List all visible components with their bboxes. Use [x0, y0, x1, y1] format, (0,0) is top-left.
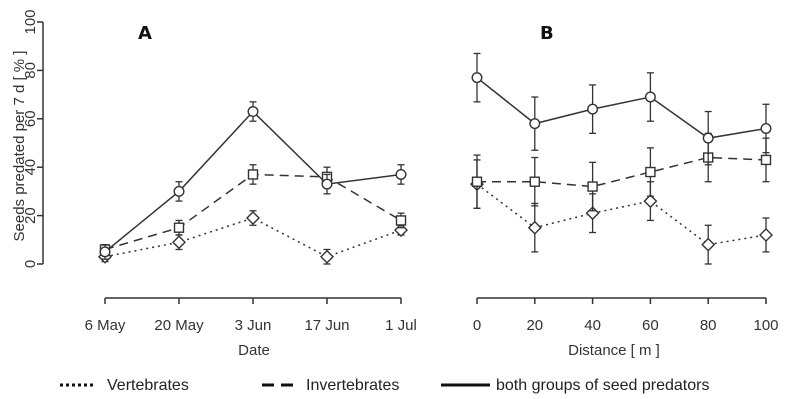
y-tick-label: 20	[22, 207, 39, 224]
legend-label-both-groups: both groups of seed predators	[496, 377, 709, 394]
a-point-invertebrates	[247, 169, 259, 180]
b-point-both-groups-of-seed-predators	[587, 103, 599, 115]
x-axis-title-b: Distance [ m ]	[568, 342, 660, 359]
legend-label-invertebrates: Invertebrates	[306, 377, 399, 394]
b-x-tick-label: 20	[526, 317, 543, 334]
y-tick-label: 100	[22, 9, 39, 34]
b-point-invertebrates	[587, 181, 598, 192]
b-x-tick-label: 80	[700, 317, 717, 334]
y-tick-label: 40	[22, 159, 39, 176]
legend: Vertebrates Invertebrates both groups of…	[60, 377, 709, 394]
a-x-tick-label: 1 Jul	[385, 317, 417, 334]
b-x-tick-label: 0	[473, 317, 481, 334]
b-point-invertebrates	[471, 176, 483, 187]
b-line-both-groups-of-seed-predators	[476, 77, 767, 139]
y-tick-label: 0	[22, 260, 39, 268]
b-line-invertebrates	[477, 156, 767, 188]
y-axis-title: Seeds predated per 7 d [ % ]	[11, 51, 28, 242]
b-point-vertebrates	[527, 220, 542, 235]
b-series-both-groups-of-seed-predators	[471, 52, 772, 166]
panel-a-plot: 0 20 40 60 80 100 6 May 20 May 3 Jun 17 Jun 1 Jul	[22, 9, 417, 334]
a-x-tick-label: 20 May	[154, 317, 204, 334]
b-point-invertebrates	[645, 166, 656, 178]
a-point-both-groups-of-seed-predators	[99, 246, 111, 258]
panel-b-label: B	[540, 23, 554, 44]
legend-label-vertebrates: Vertebrates	[107, 377, 189, 394]
b-point-both-groups-of-seed-predators	[529, 118, 541, 130]
x-axis-title-a: Date	[238, 342, 270, 359]
b-point-vertebrates	[701, 237, 716, 252]
a-x-tick-label: 6 May	[85, 317, 126, 334]
b-point-vertebrates	[643, 194, 658, 209]
b-x-tick-label: 60	[642, 317, 659, 334]
b-point-vertebrates	[759, 227, 773, 242]
b-x-tick-label: 100	[753, 317, 778, 334]
a-point-vertebrates	[172, 235, 186, 250]
b-series-vertebrates	[470, 159, 773, 265]
b-series-invertebrates	[471, 132, 772, 212]
a-x-tick-label: 3 Jun	[235, 317, 272, 334]
a-point-both-groups-of-seed-predators	[395, 168, 407, 180]
a-point-vertebrates	[320, 249, 334, 264]
a-point-both-groups-of-seed-predators	[247, 106, 259, 118]
b-line-vertebrates	[476, 183, 767, 246]
b-point-invertebrates	[529, 176, 540, 187]
panel-a-label: A	[138, 23, 152, 44]
a-series-invertebrates	[99, 164, 407, 255]
a-point-vertebrates	[246, 211, 260, 226]
b-point-both-groups-of-seed-predators	[702, 132, 714, 144]
b-x-tick-label: 40	[584, 317, 601, 334]
a-point-invertebrates	[395, 215, 407, 226]
a-series-both-groups-of-seed-predators	[99, 101, 407, 260]
b-point-both-groups-of-seed-predators	[760, 122, 772, 134]
b-point-both-groups-of-seed-predators	[471, 72, 483, 84]
a-point-invertebrates	[173, 222, 185, 233]
a-point-both-groups-of-seed-predators	[321, 178, 333, 190]
a-x-tick-label: 17 Jun	[304, 317, 349, 334]
a-point-both-groups-of-seed-predators	[173, 185, 185, 197]
y-tick-label: 60	[22, 110, 39, 127]
panel-b-plot: 0 20 40 60 80 100	[470, 52, 779, 334]
b-point-invertebrates	[760, 154, 772, 166]
b-point-both-groups-of-seed-predators	[644, 91, 656, 103]
y-tick-label: 80	[22, 62, 39, 79]
